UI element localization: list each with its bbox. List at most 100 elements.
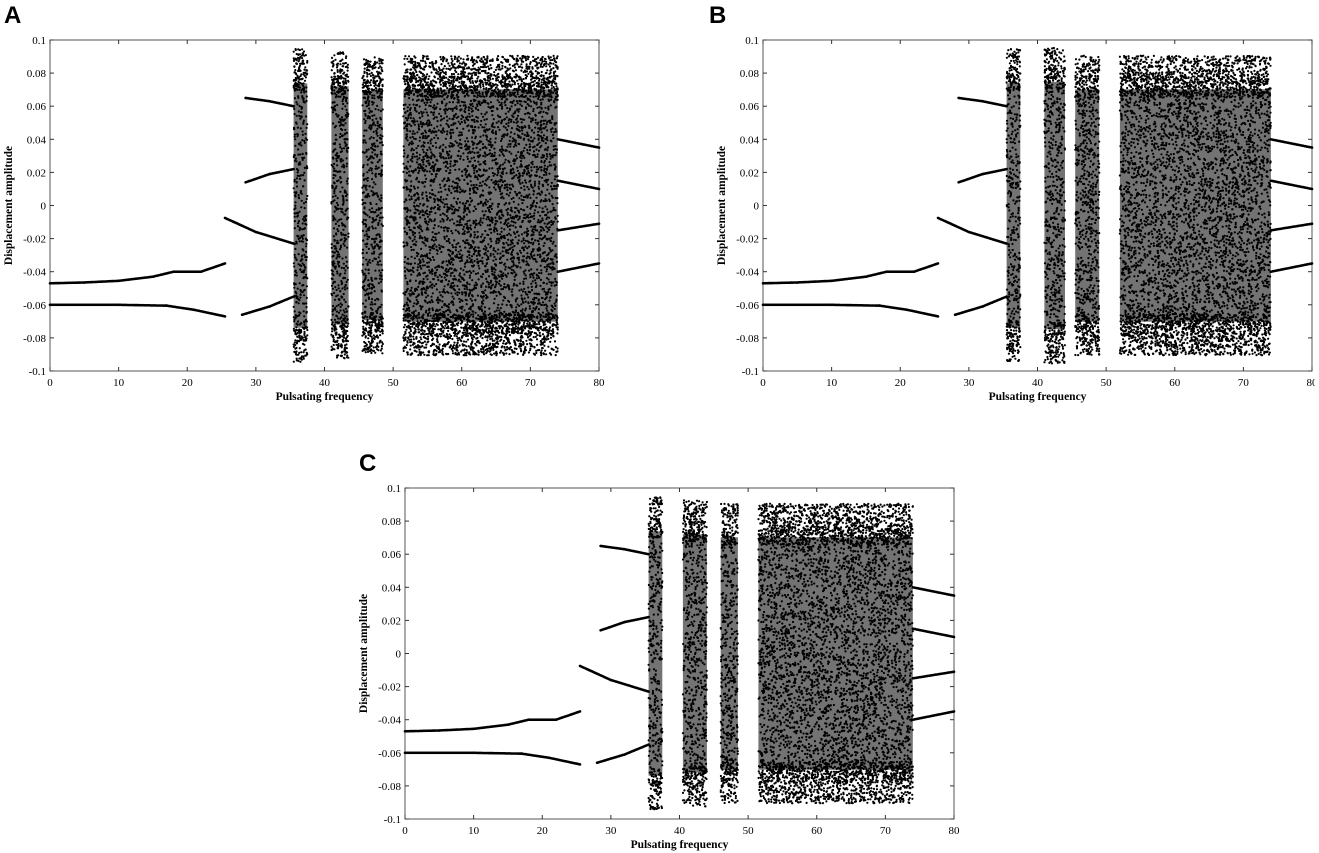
chaos-point [376, 61, 379, 64]
chaos-point [419, 59, 423, 62]
chaos-point [300, 355, 303, 358]
chaos-point [297, 353, 300, 356]
chaos-point [305, 69, 309, 72]
chaos-point [403, 333, 406, 337]
chaos-point [374, 322, 377, 325]
chaos-point [525, 339, 528, 342]
chaos-point [340, 327, 343, 331]
branch-series [556, 138, 601, 149]
chaos-point [436, 77, 440, 80]
chaos-point [533, 79, 537, 82]
chaos-point [375, 324, 378, 327]
chaos-point [375, 334, 379, 337]
chaos-point [339, 344, 342, 348]
chaos-point [378, 327, 381, 330]
chaos-point [361, 77, 364, 80]
chaos-point [380, 62, 383, 65]
chaos-point [364, 327, 367, 330]
chaos-point [371, 73, 374, 76]
chaos-point [336, 52, 339, 55]
chaos-point [293, 341, 296, 344]
chaos-point [520, 63, 523, 66]
chaos-point [555, 326, 558, 329]
chaos-point [298, 66, 301, 69]
chaos-point [367, 63, 371, 66]
chaos-point [375, 326, 379, 329]
chaos-point [370, 335, 373, 338]
chaos-point [304, 66, 307, 69]
chaos-point [437, 328, 440, 331]
chaos-point [339, 334, 342, 337]
y-tick-label: -0.06 [23, 300, 46, 312]
chaos-point [455, 335, 458, 338]
chaos-point [300, 78, 303, 81]
y-tick-label: -0.02 [23, 234, 46, 246]
chaos-point [297, 60, 300, 63]
x-tick-label: 80 [594, 377, 606, 389]
chaos-point [380, 60, 383, 63]
chaos-point [337, 344, 340, 347]
chaos-point [379, 65, 382, 68]
y-tick-label: -0.1 [29, 366, 46, 378]
chaos-point [441, 350, 444, 353]
chaos-point [369, 330, 372, 333]
chaos-point [299, 357, 302, 360]
chaos-point [373, 76, 376, 80]
chaos-point [294, 76, 297, 80]
chaos-point [342, 83, 345, 86]
x-tick-label: 60 [456, 377, 468, 389]
chaos-point [336, 62, 340, 65]
chaos-point [490, 335, 493, 338]
chaos-point [338, 82, 342, 85]
chaos-point [381, 352, 384, 355]
chaos-point [529, 61, 532, 64]
chaos-point [486, 57, 489, 60]
chaos-point [402, 326, 406, 329]
chaos-point [363, 78, 366, 81]
chaos-point [367, 80, 370, 83]
chaos-point [380, 347, 383, 350]
chaos-point [298, 57, 301, 60]
chaos-point [368, 72, 371, 76]
chaos-point [294, 339, 297, 342]
chaos-point [471, 338, 474, 341]
chaos-point [346, 354, 349, 357]
chaos-point [376, 84, 379, 87]
chaos-point [343, 324, 346, 327]
chaos-point [365, 329, 368, 332]
chaos-point [345, 55, 348, 58]
chaos-point [364, 335, 367, 338]
chaos-point [379, 58, 382, 61]
chaos-point [366, 66, 369, 69]
chaos-point [373, 56, 376, 59]
y-tick-label: 0.08 [27, 68, 47, 80]
chaos-point [439, 55, 442, 59]
chaos-point [335, 331, 338, 334]
chaos-point [471, 80, 474, 83]
chaos-point [375, 348, 379, 351]
chaos-point [374, 351, 377, 354]
chaos-point [369, 332, 372, 335]
chaos-point [363, 71, 366, 75]
chaos-point [341, 324, 344, 327]
chaos-point [502, 339, 505, 343]
chaos-point [331, 61, 334, 64]
chaos-point [412, 335, 415, 338]
chaos-point [295, 328, 298, 331]
chaos-point [373, 321, 376, 324]
chaos-point [339, 325, 342, 328]
chaos-point [332, 334, 335, 337]
chaos-point [416, 326, 419, 329]
chaos-point [480, 57, 483, 60]
chaos-point [333, 54, 336, 57]
chaos-point [294, 332, 297, 335]
x-tick-label: 20 [182, 377, 194, 389]
chaos-point [411, 325, 414, 328]
chaos-point [453, 341, 456, 344]
chaos-point [555, 57, 559, 60]
chaos-point [529, 70, 532, 73]
chaos-point [367, 347, 370, 350]
chaos-point [302, 351, 305, 354]
branch-series [244, 96, 295, 108]
chaos-point [423, 66, 426, 69]
